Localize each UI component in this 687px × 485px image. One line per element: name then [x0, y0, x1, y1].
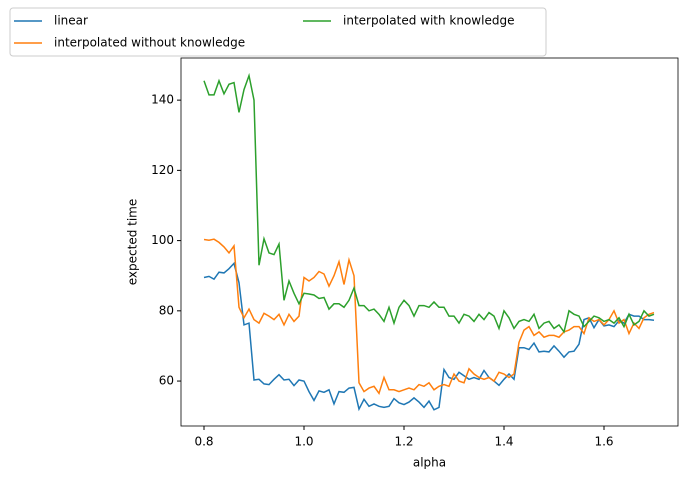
series-line	[203, 72, 655, 334]
y-tick-label: 60	[159, 374, 174, 388]
x-tick-label: 1.4	[494, 435, 513, 449]
x-axis-label: alpha	[413, 456, 446, 470]
legend-label: interpolated with knowledge	[343, 14, 514, 28]
x-tick-label: 1.2	[394, 435, 413, 449]
y-tick-label: 100	[151, 233, 174, 247]
y-axis-label: expected time	[126, 199, 140, 286]
legend-label: interpolated without knowledge	[54, 36, 245, 50]
series-line	[203, 261, 655, 412]
legend-box	[9, 7, 547, 57]
y-tick-label: 120	[151, 163, 174, 177]
x-tick-label: 0.8	[194, 435, 213, 449]
y-tick-label: 80	[159, 303, 174, 317]
series-line	[203, 238, 655, 395]
y-tick-label: 140	[151, 93, 174, 107]
plot-frame	[180, 57, 679, 427]
legend-label: linear	[54, 14, 88, 28]
x-tick-label: 1.0	[294, 435, 313, 449]
x-tick-label: 1.6	[594, 435, 613, 449]
